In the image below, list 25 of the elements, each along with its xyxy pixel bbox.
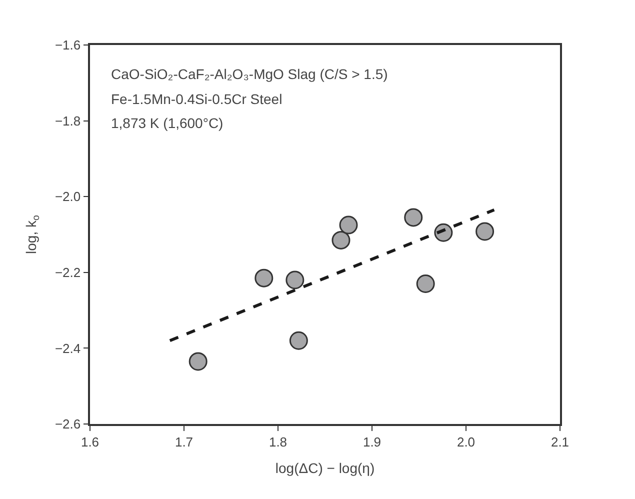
point <box>188 352 208 371</box>
x-tick-label: 2.1 <box>550 434 570 450</box>
point <box>254 268 274 288</box>
point <box>289 331 308 350</box>
x-tick-label: 2.0 <box>456 434 476 450</box>
annotation: CaO-SiO₂-CaF₂-Al₂O₃-MgO Slag (C/S > 1.5) <box>111 66 388 82</box>
point <box>332 230 350 250</box>
annotation: 1,873 K (1,600°C) <box>111 115 224 131</box>
x-tick-label: 1.9 <box>362 434 382 450</box>
y-tick-label: −1.6 <box>54 38 81 53</box>
point <box>476 222 494 241</box>
y-tick-label: −2.2 <box>54 264 81 280</box>
x-tick-label: 1.6 <box>80 434 100 450</box>
x-tick-label: 1.7 <box>174 434 194 450</box>
y-tick-label: −2.0 <box>54 189 81 204</box>
point <box>416 274 435 294</box>
y-tick-label: −1.8 <box>54 113 81 128</box>
point <box>339 216 358 234</box>
y-tick-label: −2.6 <box>54 416 81 432</box>
point <box>404 208 423 227</box>
annotation: Fe-1.5Mn-0.4Si-0.5Cr Steel <box>111 91 282 107</box>
y-tick-label: −2.4 <box>54 340 81 356</box>
point <box>286 270 304 290</box>
x-axis-title: log(ΔC) − log(η) <box>275 460 375 476</box>
x-tick-label: 1.8 <box>268 434 288 450</box>
